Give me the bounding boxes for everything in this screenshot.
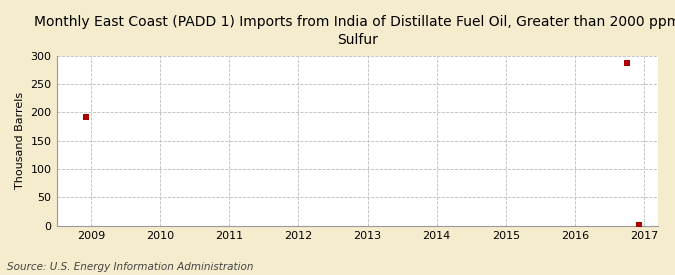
Point — [622, 61, 632, 65]
Point — [633, 222, 644, 227]
Text: Source: U.S. Energy Information Administration: Source: U.S. Energy Information Administ… — [7, 262, 253, 272]
Point — [80, 115, 91, 119]
Y-axis label: Thousand Barrels: Thousand Barrels — [15, 92, 25, 189]
Title: Monthly East Coast (PADD 1) Imports from India of Distillate Fuel Oil, Greater t: Monthly East Coast (PADD 1) Imports from… — [34, 15, 675, 47]
